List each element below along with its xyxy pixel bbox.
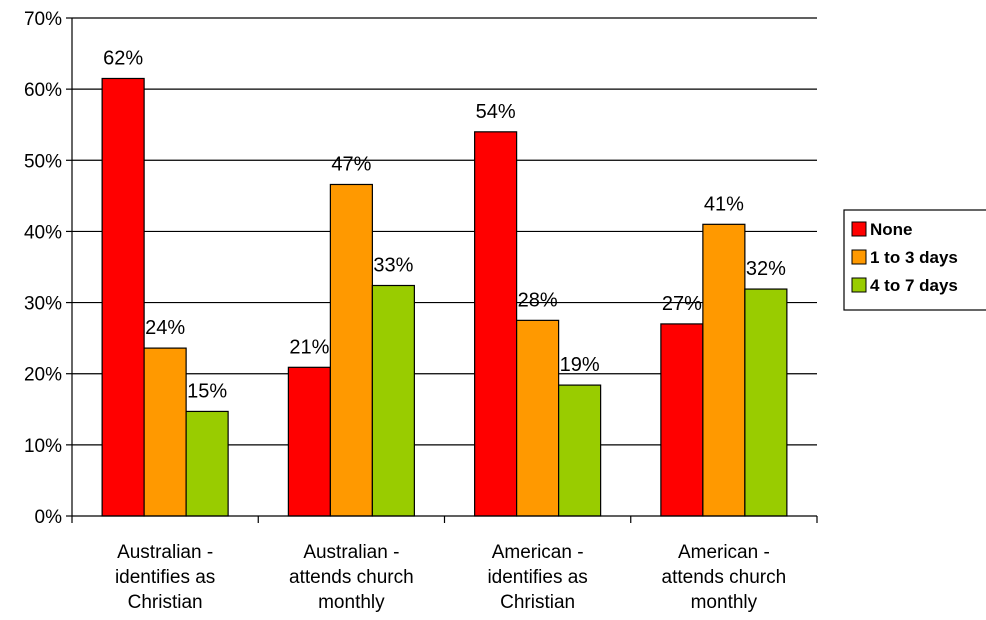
bar [143,347,187,517]
bar-value-label: 33% [373,254,413,276]
y-tick-label: 20% [24,365,62,386]
bar [660,323,704,517]
y-tick-label: 30% [24,294,62,315]
bar-value-label: 62% [103,47,143,69]
bar-value-label: 32% [746,258,786,280]
bar [702,223,746,517]
y-tick-label: 10% [24,436,62,457]
bar-value-label: 19% [560,354,600,376]
gridlines [72,17,817,446]
x-category-label: Australian -identifies as Christian [115,542,215,613]
y-tick-label: 50% [24,151,62,172]
legend-label: 1 to 3 days [870,248,958,267]
bar [558,384,602,517]
bar-value-label: 21% [289,336,329,358]
bar [744,288,788,517]
legend-box [843,209,986,311]
y-tick-label: 0% [35,507,63,528]
y-tick-label: 70% [24,9,62,30]
x-category-label: American -attends church monthly [662,542,787,613]
legend-swatch [851,249,867,265]
bar-value-label: 15% [187,380,227,402]
legend-label: None [870,220,913,239]
x-category-label: American -identifies as Christian [487,542,587,613]
legend-label: 4 to 7 days [870,276,958,295]
bar-value-label: 54% [476,101,516,123]
bar-value-label: 28% [518,289,558,311]
data-labels: 62% 21% 54% 27% 24% 47% 28% 41% 15% 33% 19% 32% [103,47,786,402]
bar-value-label: 24% [145,317,185,339]
bar-value-label: 47% [331,153,371,175]
bar [287,366,331,517]
legend-swatch [851,221,867,237]
axes: 0% 10% 20% 30% 40% 50% 60% 70% Australian -ident… [24,9,818,613]
bar-value-label: 27% [662,293,702,315]
bar [101,77,145,517]
bar [516,319,560,517]
bar [329,183,373,517]
bar-value-label: 41% [704,193,744,215]
legend: None 1 to 3 days 4 to 7 days [843,209,986,311]
bar [185,410,229,517]
y-tick-label: 60% [24,80,62,101]
x-category-label: Australian -attends church monthly [289,542,414,613]
bar [474,131,518,517]
y-tick-label: 40% [24,222,62,243]
bar [371,284,415,517]
bars [101,77,788,517]
legend-swatch [851,277,867,293]
